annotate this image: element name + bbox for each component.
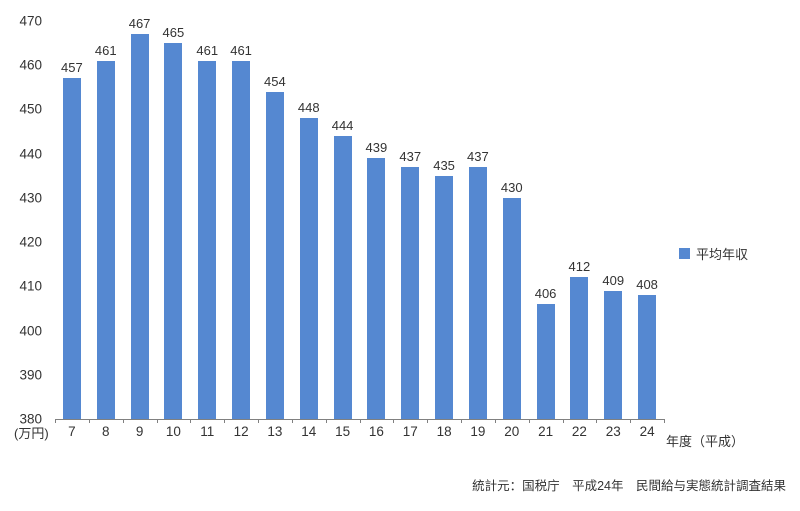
x-tick-label: 7 xyxy=(68,424,76,439)
bar xyxy=(97,61,115,419)
legend: 平均年収 xyxy=(679,244,748,263)
x-tick-label: 17 xyxy=(402,424,418,439)
x-axis-tickmark xyxy=(157,419,158,423)
bar xyxy=(401,167,419,419)
bar xyxy=(435,176,453,419)
bar xyxy=(469,167,487,419)
y-tick-label: 390 xyxy=(19,367,42,383)
y-tick-label: 460 xyxy=(19,57,42,73)
bar-value-label: 465 xyxy=(162,25,185,40)
bar-value-label: 461 xyxy=(196,43,219,58)
y-axis-unit-label: (万円) xyxy=(14,426,49,441)
y-tick-label: 470 xyxy=(19,13,42,29)
bar xyxy=(131,34,149,419)
bar xyxy=(198,61,216,419)
bar-value-label: 461 xyxy=(230,43,252,58)
x-axis-tickmark xyxy=(664,419,665,423)
bar xyxy=(604,291,622,419)
x-tick-label: 24 xyxy=(639,424,655,439)
bar-value-label: 408 xyxy=(636,277,658,292)
x-axis-unit-label: 年度（平成） xyxy=(665,434,744,449)
bar-value-label: 435 xyxy=(433,158,455,173)
x-tick-label: 19 xyxy=(470,424,486,439)
bar-value-label: 430 xyxy=(500,180,523,195)
bar-value-label: 454 xyxy=(264,74,286,89)
bar-value-label: 461 xyxy=(94,43,117,58)
bar xyxy=(537,304,555,419)
bar xyxy=(570,277,588,419)
x-tick-label: 23 xyxy=(605,424,621,439)
x-axis-tickmark xyxy=(190,419,191,423)
bar-value-label: 448 xyxy=(297,100,320,115)
x-axis-tickmark xyxy=(326,419,327,423)
y-tick-label: 410 xyxy=(19,278,42,294)
x-tick-label: 13 xyxy=(267,424,283,439)
x-tick-label: 9 xyxy=(135,424,144,439)
x-axis-tickmark xyxy=(258,419,259,423)
y-tick-label: 420 xyxy=(19,234,42,250)
x-tick-label: 10 xyxy=(165,424,181,439)
x-axis-tickmark xyxy=(292,419,293,423)
x-axis-tickmark xyxy=(461,419,462,423)
x-axis-tickmark xyxy=(427,419,428,423)
bar-value-label: 406 xyxy=(534,286,557,301)
y-tick-label: 430 xyxy=(19,190,42,206)
bar xyxy=(638,295,656,419)
source-attribution: 統計元：国税庁 平成24年 民間給与実態統計調査結果 xyxy=(472,479,786,493)
x-axis-tickmark xyxy=(393,419,394,423)
legend-marker-icon xyxy=(679,248,690,259)
x-axis-tickmark xyxy=(563,419,564,423)
x-tick-label: 8 xyxy=(101,424,110,439)
bar xyxy=(300,118,318,419)
bar-value-label: 439 xyxy=(365,140,388,155)
bar xyxy=(503,198,521,419)
x-axis-tickmark xyxy=(123,419,124,423)
legend-label: 平均年収 xyxy=(696,247,749,262)
x-tick-label: 12 xyxy=(233,424,249,439)
x-axis-tickmark xyxy=(495,419,496,423)
x-tick-label: 22 xyxy=(571,424,587,439)
x-axis-tickmark xyxy=(360,419,361,423)
bar xyxy=(164,43,182,419)
x-tick-label: 18 xyxy=(436,424,452,439)
bar-value-label: 467 xyxy=(128,16,151,31)
x-tick-label: 21 xyxy=(538,424,554,439)
bar xyxy=(266,92,284,419)
x-axis-tickmark xyxy=(529,419,530,423)
bar xyxy=(367,158,385,419)
x-axis-tickmark xyxy=(55,419,56,423)
x-tick-label: 14 xyxy=(301,424,317,439)
bar-value-label: 437 xyxy=(399,149,422,164)
y-tick-label: 380 xyxy=(19,411,42,427)
y-tick-label: 400 xyxy=(19,322,42,338)
x-tick-label: 11 xyxy=(200,424,215,439)
bar xyxy=(232,61,250,419)
bar-value-label: 437 xyxy=(467,149,489,164)
bar-value-label: 412 xyxy=(568,259,591,274)
y-axis: 470 460 450 440 430 420 410 400 390 380 xyxy=(0,14,42,425)
bar xyxy=(334,136,352,419)
bar xyxy=(63,78,81,419)
x-axis-tickmark xyxy=(596,419,597,423)
plot-area: 457 7 461 8 467 9 465 10 461 11 461 12 454 13 448 14 444… xyxy=(55,17,665,438)
x-tick-label: 15 xyxy=(335,424,351,439)
x-axis-tickmark xyxy=(89,419,90,423)
x-axis-tickmark xyxy=(224,419,225,423)
y-tick-label: 440 xyxy=(19,145,42,161)
x-tick-label: 16 xyxy=(368,424,384,439)
bar-value-label: 457 xyxy=(61,60,83,75)
bar-value-label: 444 xyxy=(331,118,354,133)
y-tick-label: 450 xyxy=(19,101,42,117)
x-axis-tickmark xyxy=(630,419,631,423)
bar-value-label: 409 xyxy=(602,273,625,288)
x-tick-label: 20 xyxy=(504,424,520,439)
